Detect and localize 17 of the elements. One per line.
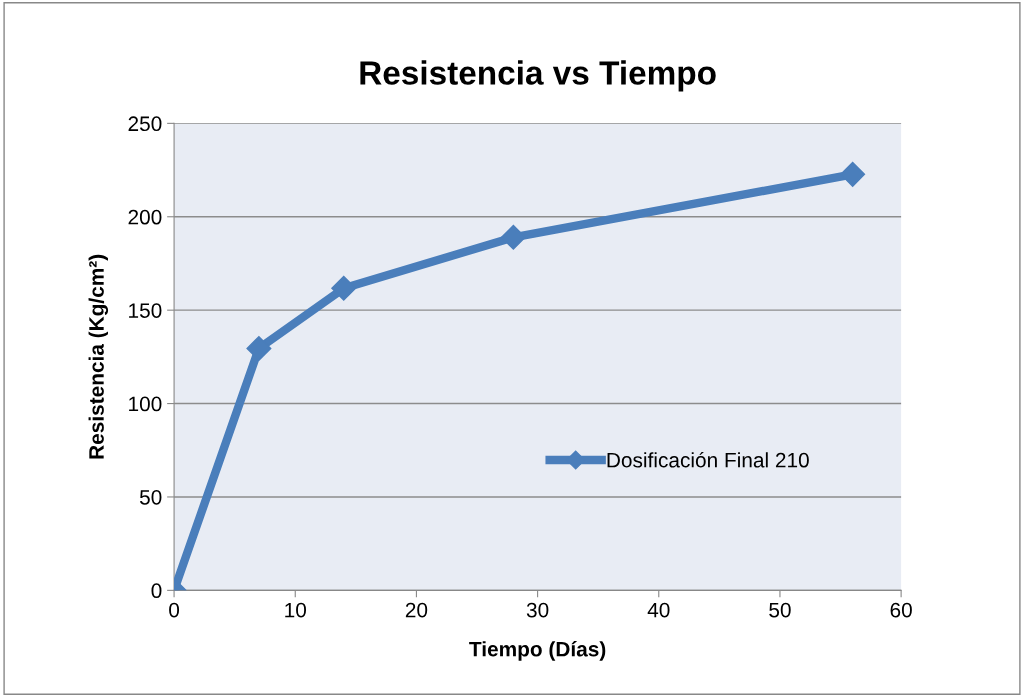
y-tick-label: 50 bbox=[139, 489, 162, 505]
y-tick-label: 100 bbox=[129, 396, 162, 412]
x-axis-title: Tiempo (Días) bbox=[469, 641, 606, 661]
legend-label: Dosificación Final 210 bbox=[607, 451, 809, 468]
x-tick-label: 0 bbox=[169, 602, 180, 618]
x-tick-label: 40 bbox=[647, 602, 670, 618]
x-tick-label: 30 bbox=[526, 602, 549, 618]
x-tick-label: 20 bbox=[405, 602, 428, 618]
chart-title: Resistencia vs Tiempo bbox=[360, 60, 716, 92]
y-tick-label: 0 bbox=[151, 583, 162, 599]
y-axis-title: Resistencia (Kg/cm²) bbox=[88, 254, 109, 459]
x-tick-label: 50 bbox=[769, 602, 791, 618]
y-tick-label: 250 bbox=[128, 116, 162, 132]
x-tick-label: 60 bbox=[890, 602, 912, 618]
x-tick-label: 10 bbox=[285, 602, 307, 618]
y-tick-label: 200 bbox=[128, 209, 162, 225]
y-tick-label: 150 bbox=[129, 303, 162, 318]
